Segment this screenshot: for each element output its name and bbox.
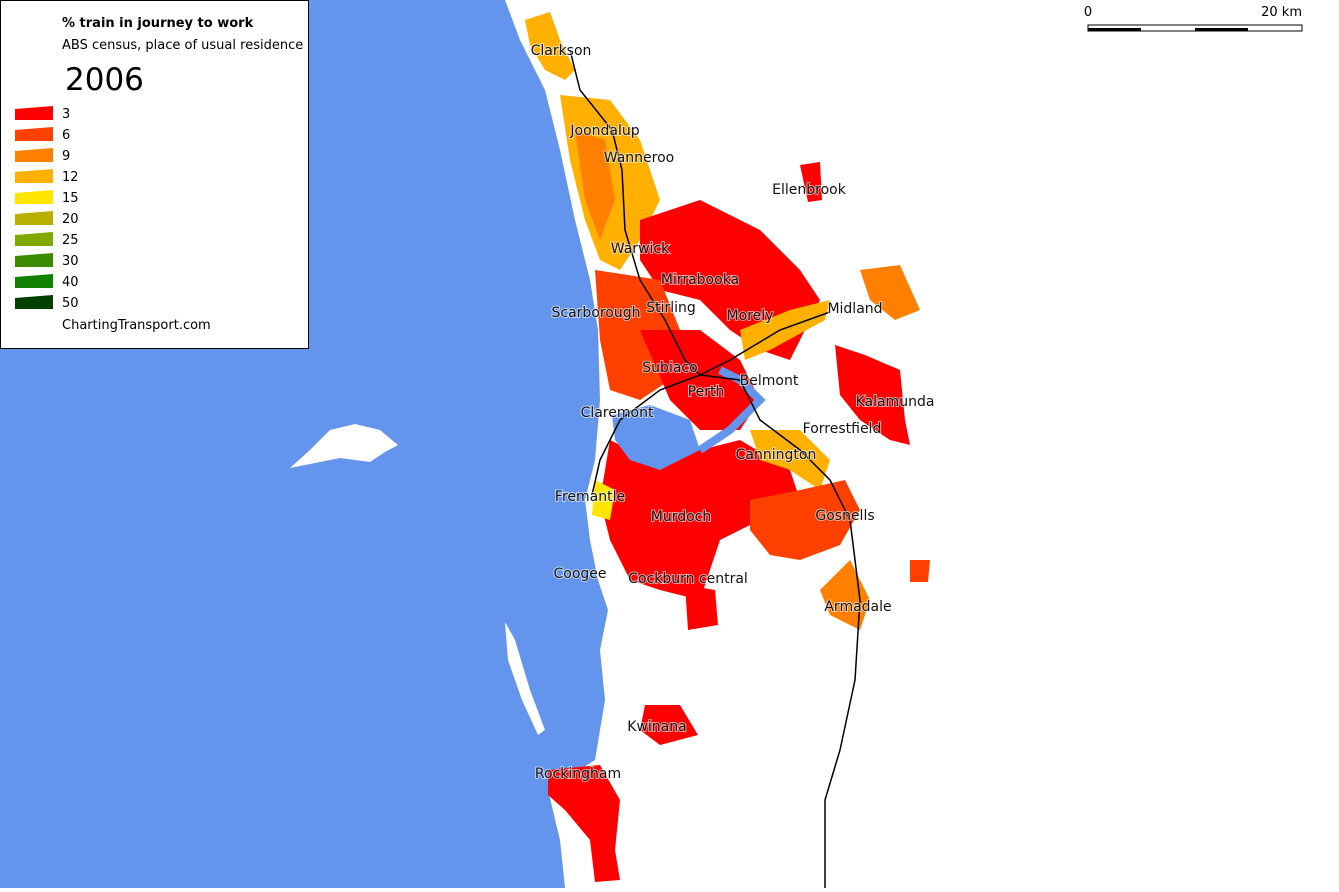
legend-label: 12 [62,170,79,185]
place-label: Morely [727,308,774,324]
legend-swatch [15,295,53,309]
place-labels: Clarkson Joondalup Wanneroo Ellenbrook Warwi… [530,42,936,783]
legend-swatch [15,190,53,204]
scale-bar-segment [1088,28,1141,31]
rail-line [591,374,701,496]
river [612,405,700,470]
place-label: Kalamunda [856,394,935,410]
place-label: Subiaco [642,360,697,376]
scale-end: 20 km [1261,5,1302,20]
urban-area [740,300,830,360]
legend-label: 20 [62,212,79,227]
place-label: Forrestfield [803,421,882,437]
urban-area [750,430,830,490]
legend-swatch [15,169,53,183]
place-label: Cockburn central [628,571,748,587]
urban-area [835,345,910,445]
place-label: Kwinana [627,719,686,735]
rail-line [569,49,701,376]
urban-area [575,130,615,240]
legend-year: 2006 [65,62,144,98]
place-label: Claremont [581,405,654,421]
urban-area [640,330,760,430]
place-label: Rockingham [535,766,621,782]
garden-island [505,622,545,735]
legend-label: 9 [62,149,70,164]
place-label: Cannington [736,447,817,463]
legend-label: 30 [62,254,79,269]
legend: % train in journey to work ABS census, p… [0,0,309,349]
legend-subtitle: ABS census, place of usual residence [62,38,303,53]
place-label: Perth [688,384,725,400]
urban-area [548,765,620,882]
place-label: Joondalup [569,123,639,139]
rail-line [699,311,831,376]
place-label: Ellenbrook [772,182,847,198]
urban-area [860,265,920,320]
scale-bar: 0 20 km [1084,5,1303,32]
credit: ChartingTransport.com [62,318,211,333]
place-label: Armadale [824,599,891,615]
legend-swatch [15,106,53,120]
legend-title: % train in journey to work [62,16,254,31]
legend-label: 25 [62,233,79,248]
place-label: Clarkson [531,43,592,59]
urban-area [800,162,822,202]
legend-label: 3 [62,107,70,122]
place-label: Murdoch [651,509,711,525]
rail-line [699,374,861,888]
legend-swatch [15,253,53,267]
place-label: Wanneroo [604,150,674,166]
place-label: Gosnells [815,508,874,524]
legend-swatch [15,232,53,246]
legend-label: 50 [62,296,79,311]
urban-area [525,12,575,80]
legend-swatch [15,211,53,225]
urban-area [685,585,718,630]
legend-label: 6 [62,128,70,143]
place-label: Fremantle [555,489,625,505]
urban-area [640,705,698,745]
legend-swatch [15,127,53,141]
legend-swatch [15,274,53,288]
place-label: Mirrabooka [661,272,739,288]
place-label: Warwick [611,241,670,257]
place-label: Belmont [740,373,799,389]
place-label: Stirling [646,300,696,316]
legend-label: 15 [62,191,79,206]
scale-bar-segment [1195,28,1248,31]
legend-label: 40 [62,275,79,290]
river [697,366,766,454]
urban-areas [525,12,930,882]
legend-swatch [15,148,53,162]
rail-lines [569,49,861,888]
urban-area [910,560,930,582]
scale-start: 0 [1084,5,1092,20]
rottnest-island [290,424,398,468]
urban-area [750,480,860,560]
place-label: Midland [827,301,882,317]
legend-items: 3 6 9 12 15 20 25 30 40 50 [15,106,79,311]
place-label: Scarborough [551,305,640,321]
urban-area [600,440,800,600]
urban-area [592,480,615,520]
place-label: Coogee [553,566,606,582]
